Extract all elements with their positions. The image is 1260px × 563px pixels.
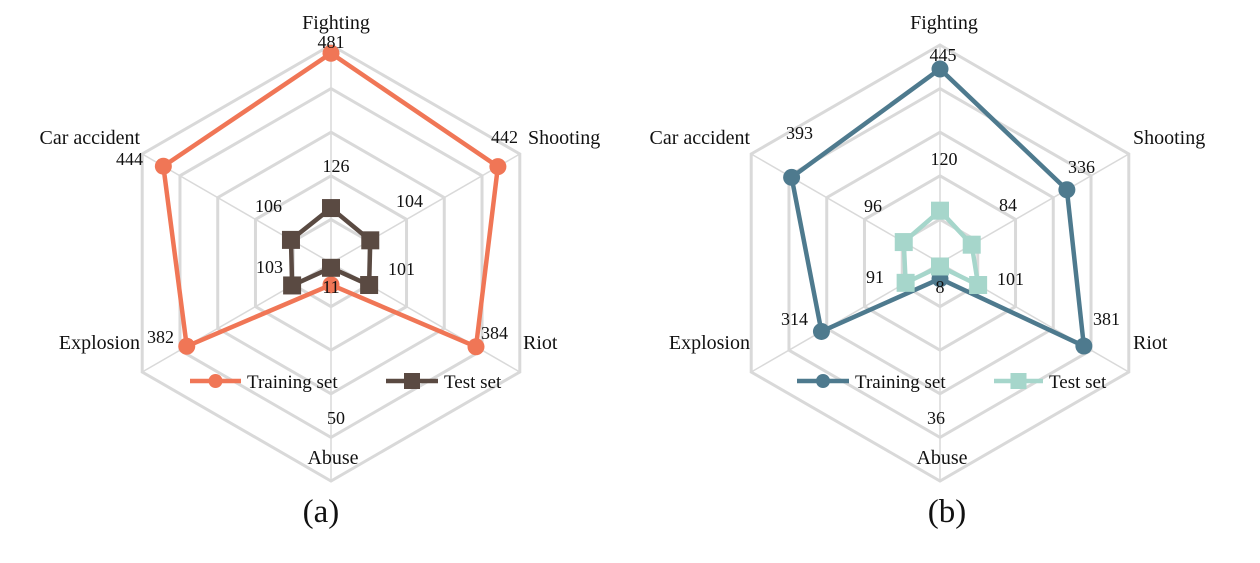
series-test-set [281,199,380,295]
legend-label: Training set [247,372,338,393]
data-label: 101 [388,259,415,279]
data-point [467,338,485,356]
data-point [489,158,507,176]
data-point [322,199,340,218]
data-point [931,201,949,220]
legend: Training set Test set [797,372,1107,393]
data-point [894,233,913,252]
data-label: 445 [930,45,957,65]
data-label: 481 [318,32,345,52]
axis-label: Explosion [669,332,750,354]
legend-item: Test set [994,372,1107,393]
data-label: 106 [255,196,282,216]
data-label: 444 [116,149,143,169]
axis-label: Car accident [650,127,751,149]
legend: Training set Test set [190,372,502,393]
data-point [178,337,196,355]
series-test-set [894,201,988,295]
data-point [283,276,302,295]
data-point [1075,337,1093,355]
legend-item: Test set [386,372,502,393]
data-label: 120 [931,149,958,169]
axis-label: Riot [523,332,558,354]
legend-marker [208,374,223,388]
subfigure-caption: (a) [303,494,340,530]
data-label: 126 [323,156,350,176]
axis-label: Car accident [40,127,141,149]
data-point [154,157,172,175]
data-label: 103 [256,257,283,277]
subfigure-caption: (b) [928,494,966,530]
data-point [812,322,830,340]
radar-chart-a: Fighting Shooting Riot Abuse Explosion Car ac… [40,12,601,530]
data-label: 11 [322,277,339,297]
data-label: 104 [396,191,423,211]
legend-item: Training set [190,372,338,393]
data-point [281,230,300,249]
data-point [931,60,949,78]
radar-chart-b: Fighting Shooting Riot Abuse Explosion Car ac… [650,12,1206,530]
data-label: 8 [936,277,945,297]
data-label: 84 [999,195,1017,215]
data-point [969,276,988,295]
axis-label: Riot [1133,332,1168,354]
legend-item: Training set [797,372,946,393]
data-label: 442 [491,127,518,147]
legend-marker [1010,373,1027,389]
data-label: 381 [1093,309,1120,329]
data-point [783,168,801,186]
axis-label: Abuse [307,447,358,469]
data-label: 101 [997,269,1024,289]
data-label: 382 [147,327,174,347]
data-point [962,235,981,254]
axis-label: Shooting [528,127,600,149]
data-point [322,258,340,277]
axis-label: Fighting [302,12,370,34]
data-point [1058,181,1076,199]
data-label: 91 [866,267,884,287]
legend-marker [816,374,830,388]
data-point [361,231,380,250]
data-point [322,276,340,294]
axis-label: Fighting [910,12,978,34]
data-label: 393 [786,123,813,143]
legend-label: Training set [855,372,946,393]
data-label: 384 [481,323,508,343]
data-point [322,44,340,62]
legend-label: Test set [444,372,502,393]
data-label: 314 [781,309,808,329]
series-training-set [783,60,1093,355]
data-point [931,257,949,276]
legend-marker [404,373,420,389]
data-point [360,276,379,295]
data-label: 336 [1068,157,1095,177]
axis-label: Explosion [59,332,140,354]
data-label: 36 [927,408,945,428]
data-point [896,273,915,292]
data-label: 96 [864,196,882,216]
series-training-set [154,44,507,356]
legend-label: Test set [1049,372,1107,393]
data-label: 50 [327,408,345,428]
axis-label: Abuse [916,447,967,469]
axis-label: Shooting [1133,127,1205,149]
